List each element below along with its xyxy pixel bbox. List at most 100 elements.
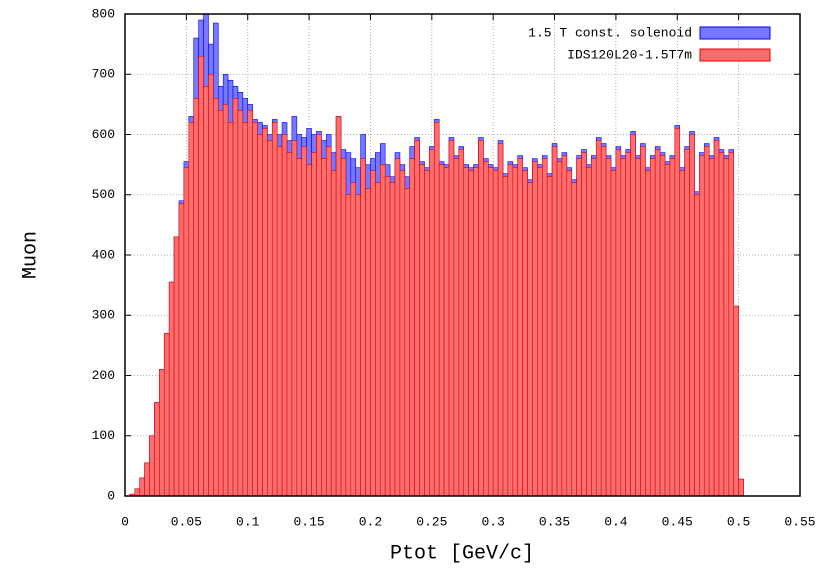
bar: [561, 155, 568, 497]
y-tick-label: 500: [92, 187, 115, 202]
bar: [203, 86, 209, 497]
bar: [483, 161, 489, 497]
bar: [173, 236, 180, 497]
bar: [360, 158, 366, 497]
bar: [458, 149, 465, 497]
bar: [178, 203, 185, 497]
plot-frame: [124, 13, 801, 497]
bar: [517, 158, 523, 497]
bar: [635, 158, 641, 497]
bar: [473, 167, 479, 497]
bar: [193, 98, 199, 497]
bar: [713, 140, 720, 497]
y-tick-label: 200: [92, 368, 115, 383]
bar: [262, 128, 268, 497]
bar: [694, 194, 700, 497]
bar: [605, 158, 612, 497]
bar: [296, 158, 303, 497]
bar: [615, 149, 622, 497]
bar: [438, 164, 445, 497]
bar: [394, 158, 401, 497]
bar: [487, 167, 494, 497]
bar: [684, 149, 690, 497]
bar: [453, 158, 460, 497]
bar: [134, 488, 141, 497]
bar: [139, 477, 145, 497]
bar: [419, 164, 425, 497]
bar: [409, 158, 415, 497]
bar: [252, 122, 258, 497]
bar: [600, 146, 607, 497]
bar: [532, 161, 538, 497]
bar: [237, 110, 244, 497]
bar: [168, 281, 175, 497]
x-tick-label: 0.4: [604, 514, 628, 529]
bar: [630, 134, 636, 497]
legend-swatch: [699, 26, 771, 40]
x-tick-label: 0.15: [293, 514, 324, 529]
bar: [291, 140, 298, 497]
bar: [497, 143, 504, 497]
y-tick-label: 600: [92, 127, 115, 142]
bar: [566, 170, 573, 497]
bar: [414, 140, 420, 497]
bar: [541, 158, 548, 497]
y-tick-label: 700: [92, 67, 115, 82]
bar: [330, 170, 337, 497]
bar: [281, 134, 288, 497]
bar: [654, 149, 661, 497]
bar: [163, 333, 170, 497]
bar: [188, 122, 195, 497]
y-tick-label: 300: [92, 308, 115, 323]
bar: [728, 152, 735, 497]
x-tick-label: 0.3: [481, 514, 504, 529]
bar: [738, 478, 744, 497]
bar: [301, 146, 307, 497]
legend-label: IDS120L20-1.5T7m: [567, 47, 692, 62]
y-axis-label: Muon: [19, 231, 42, 279]
bar: [198, 55, 204, 497]
bar: [311, 152, 317, 497]
bar: [463, 167, 469, 497]
bar: [478, 140, 484, 497]
bar: [679, 170, 685, 497]
bar: [610, 170, 617, 497]
bar: [448, 140, 455, 497]
y-tick-label: 0: [107, 488, 115, 503]
bar: [232, 98, 239, 497]
legend-swatch: [699, 48, 771, 62]
bar: [551, 146, 558, 497]
bar: [468, 170, 474, 497]
bar: [527, 182, 533, 497]
bar: [384, 176, 391, 497]
bar: [208, 73, 214, 497]
bar: [355, 194, 361, 497]
bar: [703, 146, 710, 497]
bar: [365, 188, 371, 497]
bar: [271, 122, 278, 497]
y-tick-label: 100: [92, 428, 115, 443]
bar: [375, 182, 381, 497]
bar: [669, 158, 676, 497]
bar: [591, 158, 597, 497]
bar: [595, 140, 602, 497]
bar: [546, 176, 553, 497]
bar: [502, 176, 509, 497]
bar: [267, 140, 273, 497]
bar: [227, 122, 234, 497]
bar: [399, 170, 406, 497]
bar: [620, 158, 627, 497]
bar: [424, 170, 430, 497]
bar: [350, 182, 357, 497]
bar: [242, 122, 249, 497]
bar: [512, 167, 519, 497]
bar: [664, 164, 671, 497]
bar: [718, 152, 725, 497]
bar: [276, 146, 283, 497]
bar: [257, 134, 263, 497]
bar: [723, 158, 730, 497]
legend-label: 1.5 T const. solenoid: [528, 25, 692, 40]
bar: [708, 158, 715, 497]
bar: [325, 146, 332, 497]
bar: [321, 158, 327, 497]
